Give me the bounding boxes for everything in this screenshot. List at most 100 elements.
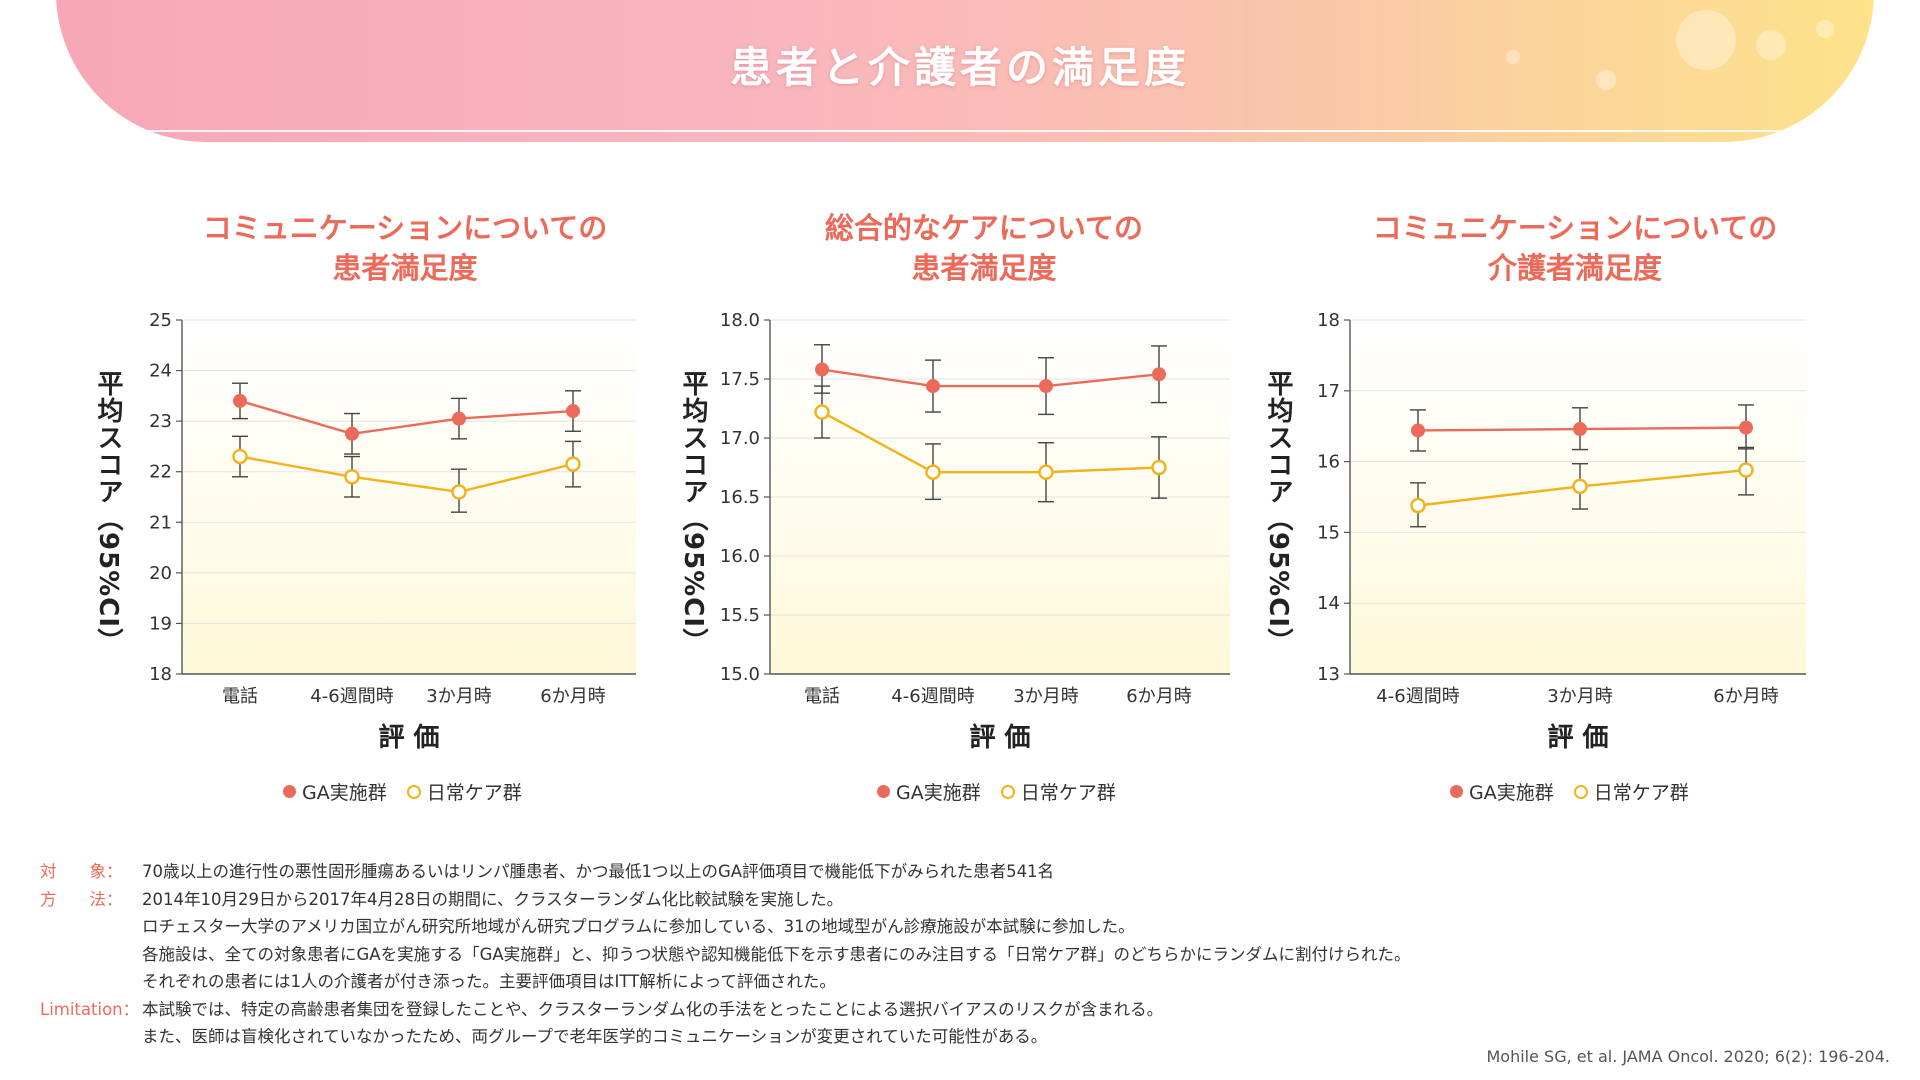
data-point-usual [451,484,467,500]
data-point-usual [344,469,360,485]
y-tick-label: 14 [1317,593,1340,614]
ga-marker-icon [283,785,296,798]
data-point-ga [1411,423,1425,438]
y-tick-label: 18 [149,664,172,685]
x-tick-label: 3か月時 [1547,686,1612,707]
usual-marker-icon [406,784,421,799]
y-tick-label: 25 [149,310,172,331]
x-tick-label: 4-6週間時 [1376,686,1459,707]
data-point-usual [565,456,581,472]
chart-title-3-line1: コミュニケーションについての [1372,211,1778,245]
x-tick-label: 6か月時 [540,686,605,707]
chart-title-3: コミュニケーションについての 介護者満足度 [1295,208,1855,288]
page-title: 患者と介護者の満足度 [729,43,1190,92]
y-tick-label: 21 [149,512,172,533]
legend-3: GA実施群 日常ケア群 [1450,778,1750,805]
y-tick-label: 22 [149,462,172,483]
series-line-usual [239,455,574,494]
x-tick-label: 4-6週間時 [891,686,974,707]
x-tick-label: 6か月時 [1126,686,1191,707]
data-point-ga [1573,422,1587,437]
y-tick-label: 18.0 [720,310,760,331]
data-point-usual [1572,478,1588,495]
data-point-ga [233,393,247,408]
y-tick-label: 20 [149,563,172,584]
y-tick-label: 16.5 [720,487,760,508]
chart-title-1-line2: 患者満足度 [332,251,478,285]
legend-item-ga: GA実施群 [877,778,981,805]
data-point-usual [1151,459,1167,476]
y-tick-label: 17.5 [720,369,760,390]
legend-item-usual: 日常ケア群 [406,778,522,805]
y-tick-label: 15.5 [720,605,760,626]
data-point-ga [926,379,940,394]
notes-limitation-label: Limitation： [40,999,140,1019]
chart-title-1: コミュニケーションについての 患者満足度 [125,208,685,288]
legend-label-usual: 日常ケア群 [426,782,522,804]
notes-target-row: 対 象： 70歳以上の進行性の悪性固形腫瘍あるいはリンパ腫患者、かつ最低1つ以上… [40,858,1411,886]
data-point-usual [1410,497,1426,514]
y-tick-label: 16 [1317,452,1340,473]
x-tick-label: 6か月時 [1713,686,1778,707]
data-point-ga [815,362,829,377]
y-tick-label: 24 [149,361,172,382]
y-tick-label: 17 [1317,381,1340,402]
notes-method-line: 各施設は、全ての対象患者にGAを実施する「GA実施群」と、抑うつ状態や認知機能低… [142,944,1411,964]
x-tick-label: 電話 [222,686,258,707]
series-line-ga [821,368,1160,388]
y-tick-label: 18 [1317,310,1340,331]
notes-limitation-line: 本試験では、特定の高齢患者集団を登録したことや、クラスターランダム化の手法をとっ… [142,999,1164,1019]
notes-method-label: 方 法： [40,889,123,909]
x-tick-label: 4-6週間時 [310,686,393,707]
y-tick-label: 15 [1317,522,1340,543]
plot-area [1350,320,1806,674]
citation: Mohile SG, et al. JAMA Oncol. 2020; 6(2)… [1486,1047,1890,1066]
ga-marker-icon [1450,785,1463,798]
x-tick-label: 3か月時 [1013,686,1078,707]
legend-label-ga: GA実施群 [302,782,387,804]
y-tick-label: 19 [149,613,172,634]
data-point-usual [1738,462,1754,478]
usual-marker-icon [1000,784,1015,799]
notes-target-label: 対 象： [40,862,123,881]
data-point-ga [345,426,359,441]
notes-limitation-row: Limitation： 本試験では、特定の高齢患者集団を登録したことや、クラスタ… [40,996,1411,1024]
data-point-usual [814,404,830,420]
legend-label-ga: GA実施群 [896,782,981,804]
chart-title-2-line1: 総合的なケアについての [824,211,1144,245]
y-tick-label: 16.0 [720,546,760,567]
y-axis-title: 平均スコア（95%CI） [93,370,123,655]
notes-limitation-line: また、医師は盲検化されていなかったため、両グループで老年医学的コミュニケーション… [142,1027,1048,1046]
chart-title-2-line2: 患者満足度 [911,251,1057,285]
data-point-ga [1152,367,1166,382]
series-line-usual [821,410,1160,474]
data-point-usual [232,448,248,465]
series-line-ga [239,399,574,436]
legend-label-ga: GA実施群 [1469,782,1554,804]
chart-title-1-line1: コミュニケーションについての [202,211,608,245]
x-axis-title: 評 価 [1547,722,1608,753]
plot-area [182,320,636,674]
y-axis-title: 平均スコア（95%CI） [1263,370,1293,655]
ga-marker-icon [877,785,890,798]
notes-method-line: 2014年10月29日から2017年4月28日の期間に、クラスターランダム化比較… [142,889,844,909]
notes-method-line: ロチェスター大学のアメリカ国立がん研究所地域がん研究プログラムに参加している、3… [142,917,1135,936]
legend-label-usual: 日常ケア群 [1593,782,1689,804]
notes-method-line: それぞれの患者には1人の介護者が付き添った。主要評価項目はITT解析によって評価… [142,972,836,991]
usual-marker-icon [1573,784,1588,799]
data-point-ga [1739,420,1753,435]
study-notes: 対 象： 70歳以上の進行性の悪性固形腫瘍あるいはリンパ腫患者、かつ最低1つ以上… [40,858,1411,1051]
chart-title-2: 総合的なケアについての 患者満足度 [704,208,1264,288]
data-point-ga [566,404,580,419]
legend-1: GA実施群 日常ケア群 [283,778,583,805]
legend-item-ga: GA実施群 [283,778,387,805]
legend-item-usual: 日常ケア群 [1000,778,1116,805]
header-banner [56,0,1874,142]
x-axis-title: 評 価 [969,722,1030,753]
data-point-ga [1039,379,1053,394]
chart-title-3-line2: 介護者満足度 [1487,251,1662,285]
x-tick-label: 電話 [804,686,840,707]
y-tick-label: 15.0 [720,664,760,685]
notes-target-text: 70歳以上の進行性の悪性固形腫瘍あるいはリンパ腫患者、かつ最低1つ以上のGA評価… [142,862,1055,881]
